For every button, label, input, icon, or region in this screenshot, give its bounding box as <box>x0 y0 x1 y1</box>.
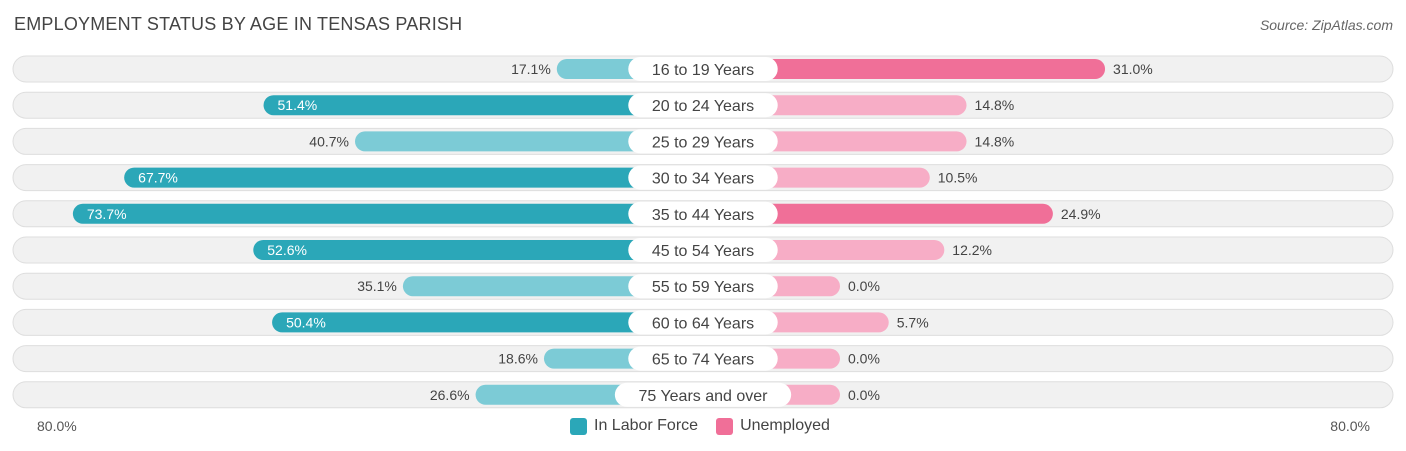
category-label: 55 to 59 Years <box>652 279 754 296</box>
category-pill <box>628 310 778 335</box>
category-pill <box>628 93 778 118</box>
bar-labor <box>263 95 703 116</box>
value-label-labor: 18.6% <box>498 351 538 367</box>
category-pill <box>628 346 778 371</box>
bar-labor <box>72 203 704 224</box>
category-pill <box>628 129 778 154</box>
category-label: 25 to 29 Years <box>652 134 754 151</box>
bar-labor <box>272 312 703 333</box>
bar-labor <box>253 240 703 260</box>
legend-label-labor: In Labor Force <box>594 417 699 434</box>
value-label-unemployed: 0.0% <box>848 278 880 294</box>
bar-unemployed <box>703 59 1106 79</box>
category-label: 65 to 74 Years <box>652 352 754 369</box>
category-label: 20 to 24 Years <box>652 98 754 115</box>
legend-label-unemployed: Unemployed <box>740 417 830 434</box>
category-pill <box>628 274 778 299</box>
bar-labor <box>355 131 703 152</box>
category-pill <box>628 201 778 226</box>
bar-labor <box>124 167 704 188</box>
source-credit: Source: ZipAtlas.com <box>1259 17 1393 33</box>
legend: In Labor Force Unemployed <box>570 417 848 435</box>
axis-max-label: 80.0% <box>1330 418 1370 434</box>
value-label-labor: 26.6% <box>430 387 470 403</box>
category-label: 30 to 34 Years <box>652 171 754 188</box>
category-label: 60 to 64 Years <box>652 315 754 332</box>
category-label: 45 to 54 Years <box>652 243 754 260</box>
value-label-unemployed: 0.0% <box>848 387 880 403</box>
value-label-unemployed: 0.0% <box>848 351 880 367</box>
category-pill <box>628 57 778 81</box>
legend-swatch-labor <box>570 417 587 435</box>
value-label-unemployed: 10.5% <box>938 170 978 186</box>
value-label-unemployed: 5.7% <box>897 314 929 330</box>
value-label-unemployed: 31.0% <box>1113 61 1153 77</box>
chart-title: EMPLOYMENT STATUS BY AGE IN TENSAS PARIS… <box>14 14 463 34</box>
value-label-labor: 40.7% <box>309 133 349 149</box>
value-label-labor: 67.7% <box>138 170 178 186</box>
category-pill <box>628 238 778 262</box>
category-label: 16 to 19 Years <box>652 62 754 79</box>
category-pill <box>614 382 792 407</box>
category-label: 75 Years and over <box>639 388 769 405</box>
value-label-unemployed: 24.9% <box>1061 206 1101 222</box>
bar-unemployed <box>703 203 1053 224</box>
value-label-unemployed: 14.8% <box>975 97 1015 113</box>
value-label-unemployed: 12.2% <box>952 242 992 258</box>
value-label-labor: 51.4% <box>278 97 318 113</box>
value-label-labor: 73.7% <box>87 206 127 222</box>
category-label: 35 to 44 Years <box>652 207 754 224</box>
value-label-labor: 50.4% <box>286 314 326 330</box>
value-label-labor: 52.6% <box>267 242 307 258</box>
legend-item-labor[interactable]: In Labor Force <box>570 417 698 435</box>
value-label-labor: 17.1% <box>511 61 551 77</box>
axis-min-label: 80.0% <box>37 418 77 434</box>
category-pill <box>628 165 778 190</box>
legend-swatch-unemployed <box>716 417 734 435</box>
bar-labor <box>402 276 703 297</box>
value-label-labor: 35.1% <box>357 278 397 294</box>
legend-item-unemployed[interactable]: Unemployed <box>716 417 830 435</box>
value-label-unemployed: 14.8% <box>975 133 1015 149</box>
